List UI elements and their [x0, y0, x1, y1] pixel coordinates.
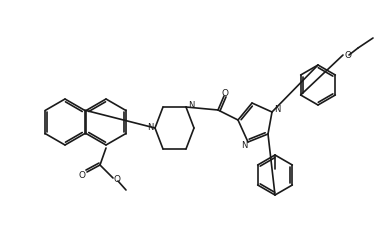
Text: N: N	[147, 124, 153, 133]
Text: N: N	[188, 100, 194, 109]
Text: N: N	[274, 105, 280, 114]
Text: O: O	[344, 51, 352, 60]
Text: O: O	[113, 174, 120, 183]
Text: N: N	[241, 140, 247, 149]
Text: O: O	[222, 89, 229, 98]
Text: O: O	[78, 170, 86, 179]
